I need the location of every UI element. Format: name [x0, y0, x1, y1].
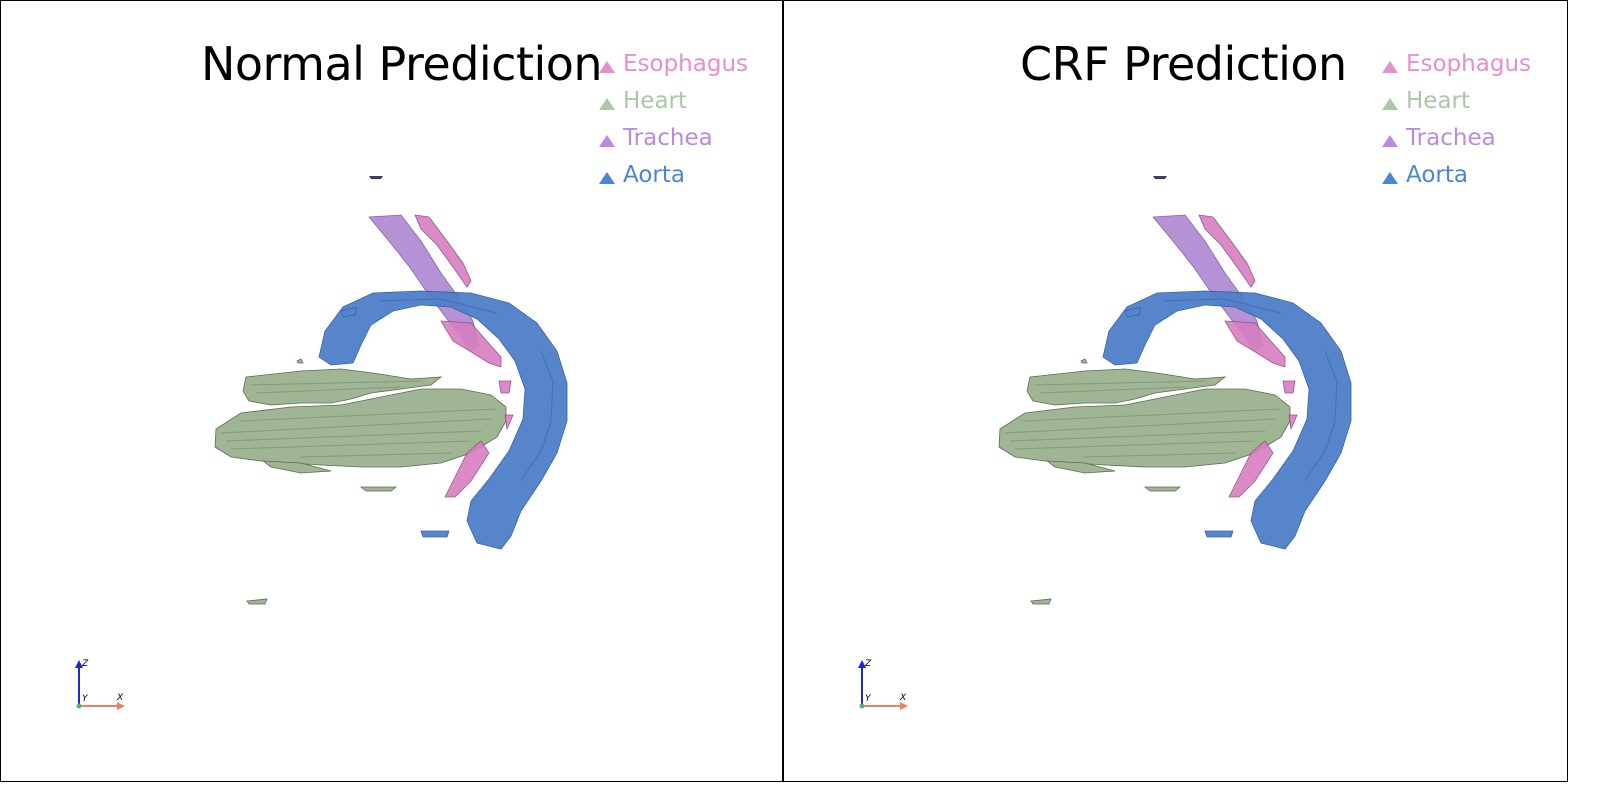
panel-normal-prediction: Normal Prediction Esophagus Heart Trache… [0, 0, 783, 782]
legend-label: Aorta [1406, 161, 1468, 188]
legend-label: Esophagus [623, 50, 749, 77]
esophagus-mesh [1198, 214, 1298, 498]
triangle-marker-icon [1382, 60, 1398, 73]
3d-organ-render[interactable] [784, 1, 1568, 782]
triangle-marker-icon [599, 134, 615, 147]
legend: Esophagus Heart Trachea Aorta [1382, 45, 1531, 193]
orientation-axes-widget: Z Y X [75, 659, 125, 710]
panel-title: CRF Prediction [1020, 37, 1347, 91]
z-axis-arrow-icon [858, 660, 866, 668]
legend-item-trachea: Trachea [599, 119, 748, 156]
aorta-shading [380, 298, 554, 482]
y-axis-label: Y [82, 694, 89, 704]
3d-organ-render[interactable] [1, 1, 783, 782]
x-axis-arrow-icon [900, 702, 908, 710]
legend-label: Trachea [1406, 124, 1496, 151]
x-axis-label: X [899, 693, 907, 703]
z-axis-arrow-icon [75, 660, 83, 668]
y-axis-dot [76, 703, 82, 709]
y-axis-dot [859, 703, 865, 709]
legend-label: Esophagus [1406, 50, 1532, 77]
legend-item-aorta: Aorta [1382, 156, 1531, 193]
panel-crf-prediction: CRF Prediction Esophagus Heart Trachea A… [783, 0, 1568, 782]
aorta-mesh [1102, 290, 1352, 550]
legend-item-esophagus: Esophagus [599, 45, 748, 82]
heart-texture [1004, 380, 1281, 458]
small-fragment [1153, 176, 1167, 179]
legend-label: Aorta [623, 161, 685, 188]
orientation-axes-widget: Z Y X [858, 659, 908, 710]
legend-item-esophagus: Esophagus [1382, 45, 1531, 82]
legend-item-trachea: Trachea [1382, 119, 1531, 156]
y-axis-label: Y [865, 694, 872, 704]
aorta-mesh [318, 290, 568, 550]
z-axis-label: Z [81, 659, 89, 669]
x-axis-arrow-icon [117, 702, 125, 710]
heart-texture [220, 380, 497, 458]
small-fragment [369, 176, 383, 179]
triangle-marker-icon [599, 171, 615, 184]
aorta-shading [1164, 298, 1338, 482]
legend-item-heart: Heart [1382, 82, 1531, 119]
triangle-marker-icon [599, 97, 615, 110]
x-axis-label: X [116, 693, 124, 703]
z-axis-label: Z [864, 659, 872, 669]
triangle-marker-icon [1382, 134, 1398, 147]
triangle-marker-icon [599, 60, 615, 73]
panel-title: Normal Prediction [201, 37, 603, 91]
legend-item-aorta: Aorta [599, 156, 748, 193]
legend-label: Trachea [623, 124, 713, 151]
legend-label: Heart [623, 87, 688, 114]
triangle-marker-icon [1382, 97, 1398, 110]
legend-item-heart: Heart [599, 82, 748, 119]
legend-label: Heart [1406, 87, 1471, 114]
esophagus-mesh [414, 214, 514, 498]
triangle-marker-icon [1382, 171, 1398, 184]
legend: Esophagus Heart Trachea Aorta [599, 45, 748, 193]
